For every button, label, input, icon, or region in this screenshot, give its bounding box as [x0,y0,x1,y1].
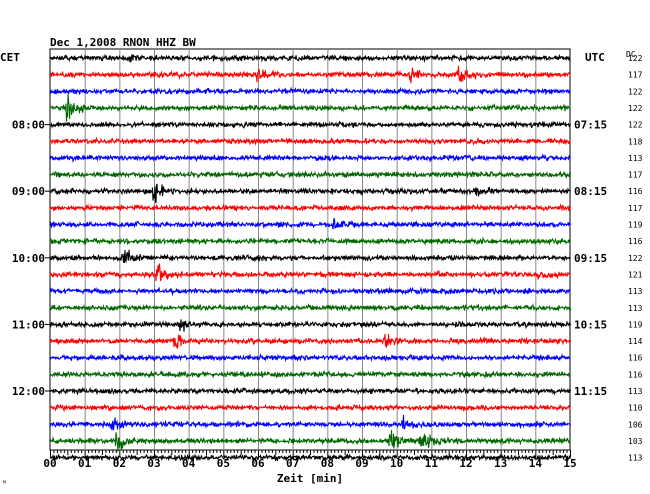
dc-offset-value: 119 [628,221,643,230]
dc-offset-value: 122 [628,87,643,96]
x-axis-label: Zeit [min] [277,472,343,485]
right-time-label: 11:15 [574,385,607,398]
seismic-trace [49,86,571,96]
seismic-trace [49,353,571,363]
dc-offset-value: 116 [628,237,643,246]
seismic-trace [49,302,572,313]
left-time-label: 09:00 [12,185,45,198]
seismic-trace [49,94,571,122]
dc-offset-value: 103 [628,437,643,446]
left-time-label: 11:00 [12,318,45,331]
dc-offset-value: 113 [628,154,643,163]
right-time-label: 08:15 [574,185,607,198]
x-tick-label: 15 [563,457,576,470]
dc-offset-value: 113 [628,287,643,296]
left-time-label: 12:00 [12,385,45,398]
seismic-trace [49,430,571,452]
x-tick-label: 04 [182,457,196,470]
seismic-trace [49,202,571,213]
x-tick-label: 09 [355,457,368,470]
x-tick-label: 07 [286,457,299,470]
seismic-trace [49,53,571,64]
x-tick-label: 08 [321,457,334,470]
x-tick-label: 05 [217,457,230,470]
seismic-trace [49,236,572,246]
seismic-trace [49,286,571,297]
left-time-label: 10:00 [12,252,45,265]
seismic-trace [49,119,572,130]
left-zone-label: CET [0,51,20,64]
x-tick-label: 12 [459,457,472,470]
seismic-trace [49,136,571,146]
right-time-label: 10:15 [574,318,607,331]
trace-layer [49,53,572,463]
x-tick-label: 10 [390,457,403,470]
dc-offset-value: 113 [628,304,643,313]
dc-offset-value: 122 [628,104,643,113]
grid-layer [45,48,571,457]
dc-offset-value: 106 [628,420,643,429]
dc-offset-value: 118 [628,137,643,146]
dc-offset-value: 121 [628,270,643,279]
seismic-trace [49,333,572,349]
seismic-trace [49,183,571,204]
dc-offset-value: 117 [628,171,643,180]
dc-offset-value: 117 [628,204,643,213]
left-time-label: 08:00 [12,119,45,132]
corner-mark: ᴹ [2,479,7,488]
dc-header-label: DC [626,50,636,59]
dc-offset-value: 122 [628,54,643,63]
seismic-trace [49,217,572,230]
seismic-trace [49,414,572,431]
x-tick-label: 14 [529,457,543,470]
seismic-trace [49,403,571,413]
seismic-trace [49,386,572,396]
seismic-trace [49,453,572,463]
dc-offset-value: 113 [628,454,643,463]
seismic-trace [49,65,571,84]
dc-offset-value: 116 [628,187,643,196]
right-time-label: 07:15 [574,119,607,132]
x-tick-label: 06 [251,457,265,470]
dc-offset-value: 122 [628,121,643,130]
dc-offset-value: 113 [628,387,643,396]
seismic-trace [49,263,571,282]
right-time-label: 09:15 [574,252,607,265]
x-tick-label: 03 [147,457,160,470]
seismic-trace [49,319,572,332]
seismic-trace [49,169,572,180]
dc-offset-value: 116 [628,370,643,379]
seismic-trace [49,153,571,164]
x-tick-label: 02 [113,457,126,470]
x-tick-label: 13 [494,457,507,470]
dc-offset-value: 119 [628,320,643,329]
dc-offset-value: 122 [628,254,643,263]
seismic-trace [49,249,571,264]
dc-offset-value: 114 [628,337,643,346]
x-tick-label: 01 [78,457,92,470]
x-tick-label: 00 [43,457,56,470]
dc-offset-value: 110 [628,404,643,413]
x-tick-label: 11 [425,457,439,470]
label-layer: 00 01 02 03 04 05 06 07 08 09 10 11 12 13 14 15 08:00 09:… [12,54,643,470]
right-zone-label: UTC [585,51,605,64]
seismic-trace [49,369,571,380]
dc-offset-value: 117 [628,71,643,80]
dc-offset-value: 116 [628,354,643,363]
chart-title: Dec 1,2008 RNON HHZ BW [50,36,196,49]
